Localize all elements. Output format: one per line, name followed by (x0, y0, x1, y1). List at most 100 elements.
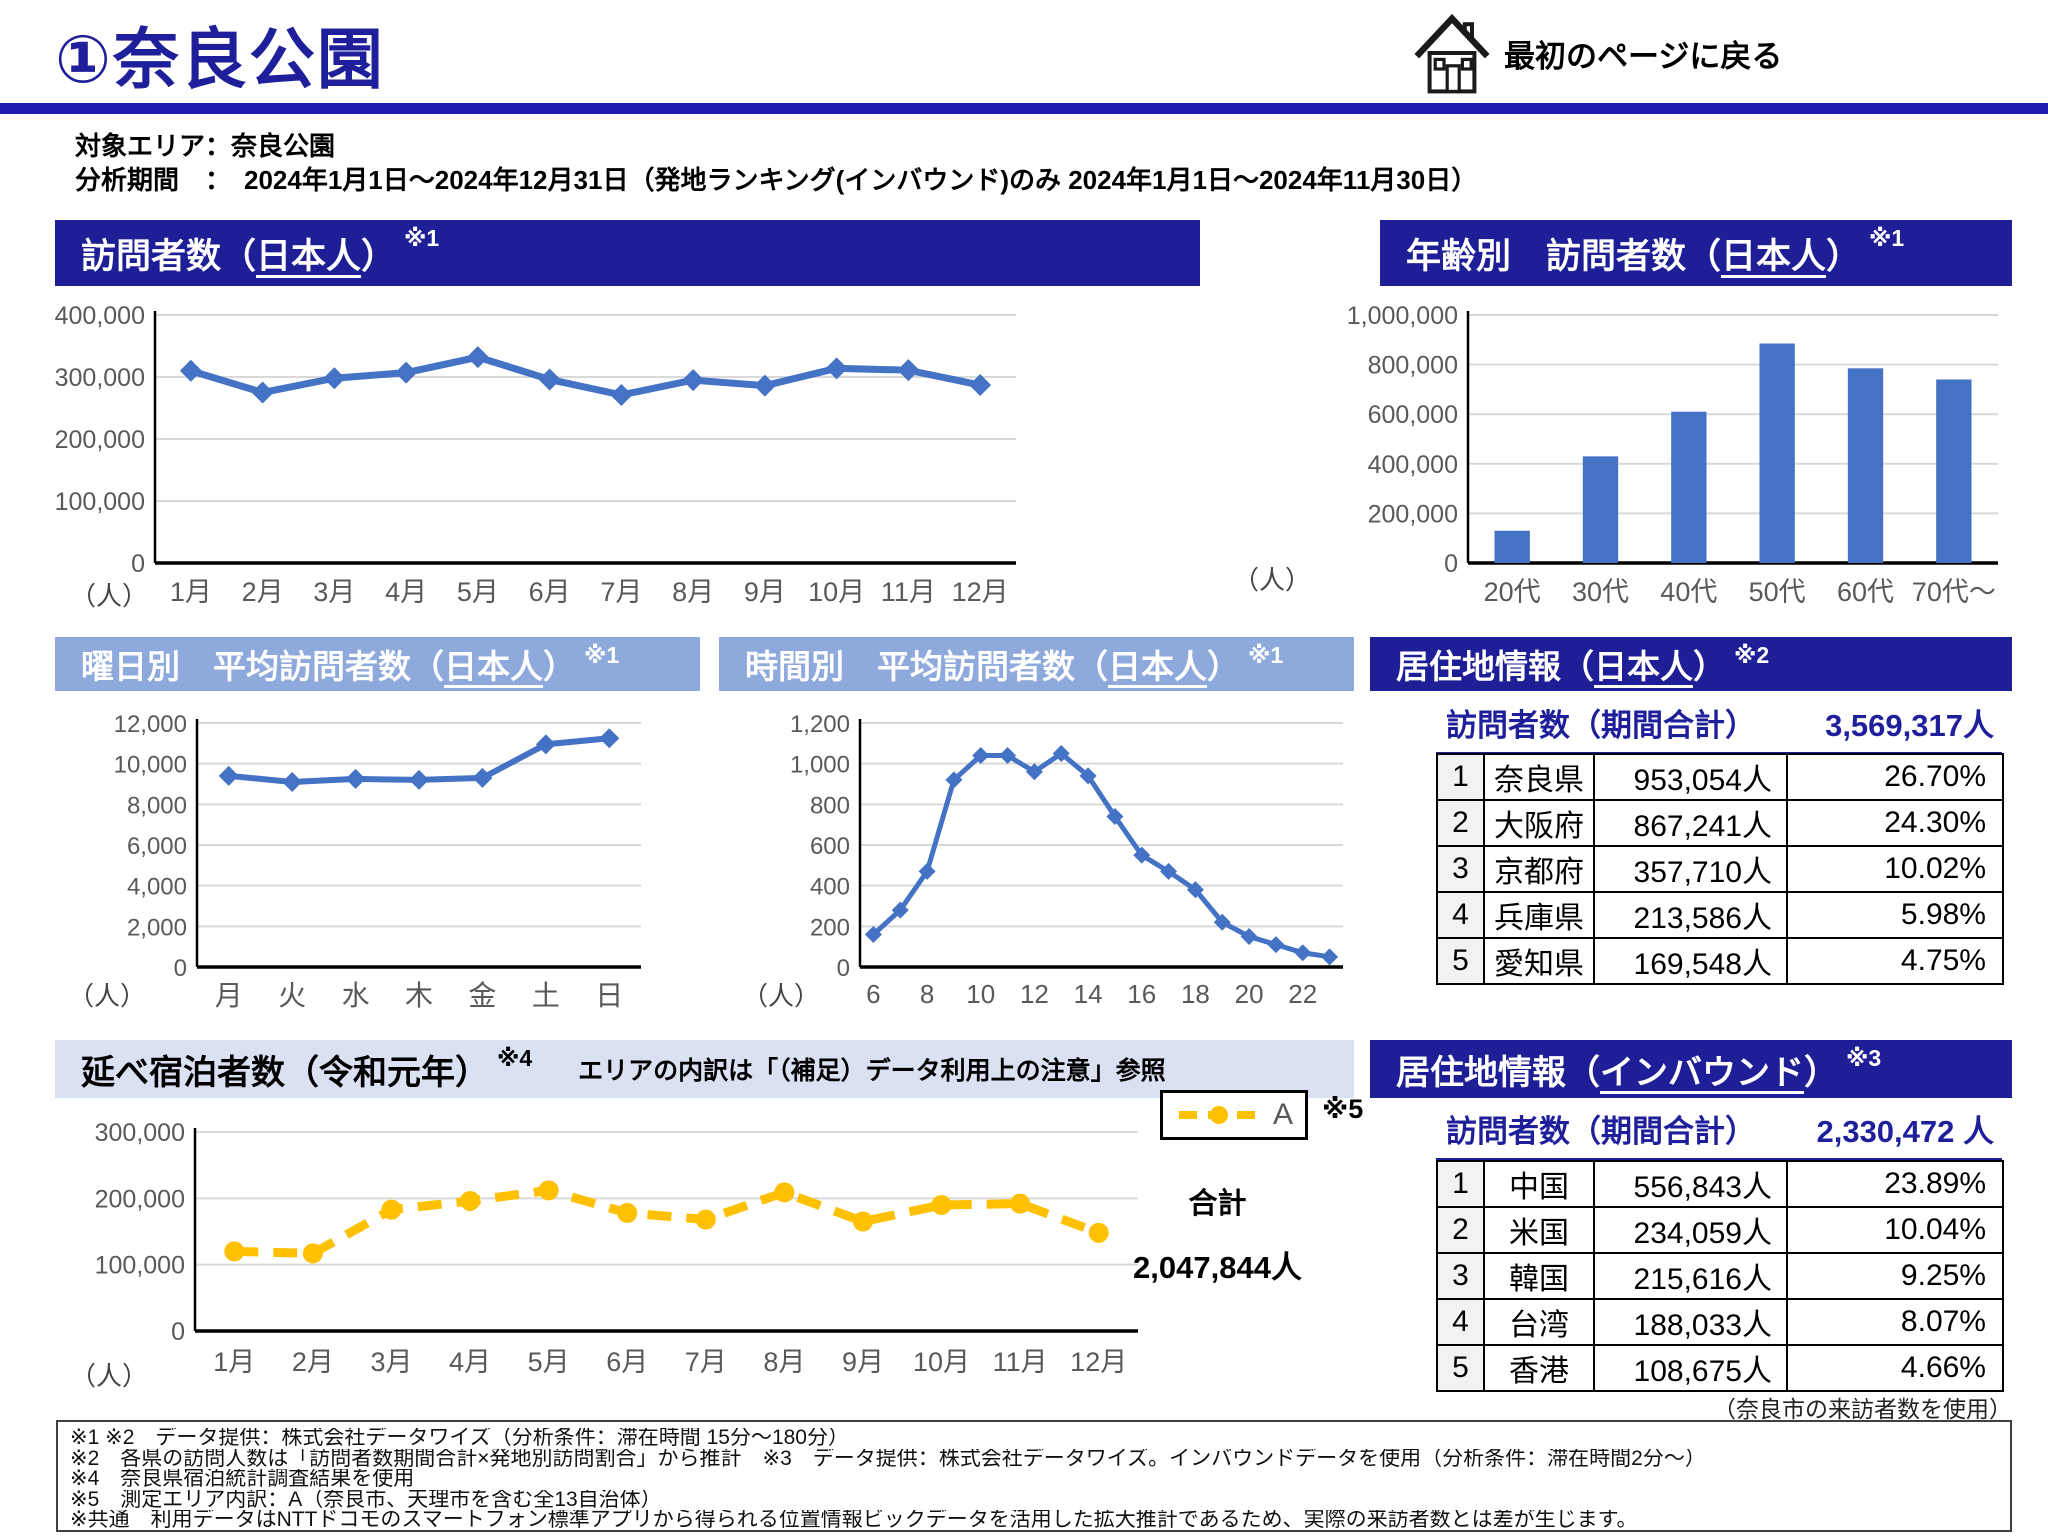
count-cell: 234,059人 (1593, 1206, 1788, 1254)
region-cell: 台湾 (1483, 1298, 1595, 1346)
header-note: ※1 (1869, 225, 1905, 251)
svg-text:12月: 12月 (952, 577, 1009, 607)
svg-text:1,000: 1,000 (790, 752, 850, 779)
age-visitors-chart: 0 200,000 400,000 600,000 800,000 1,000,000 20… (1320, 290, 2010, 620)
share-cell: 23.89% (1786, 1160, 2004, 1208)
analysis-period-line: 分析期間 ： 2024年1月1日～2024年12月31日（発地ランキング(インバ… (75, 165, 1478, 195)
header-text: 延べ宿泊者数（令和元年） (81, 1053, 489, 1092)
table-row: 3 韓国 215,616人 9.25% (1436, 1252, 2004, 1300)
rank-cell: 3 (1436, 1252, 1485, 1300)
header-link-text: 日本人 (1721, 236, 1827, 276)
svg-text:100,000: 100,000 (55, 488, 145, 516)
panel-header-residence-inbound: 居住地情報（ インバウンド） ※3 (1370, 1040, 2012, 1098)
share-cell: 8.07% (1786, 1298, 2004, 1346)
svg-text:7月: 7月 (600, 577, 642, 607)
header-note: ※1 (1248, 642, 1284, 668)
header-link-text: 日本人 (1108, 648, 1207, 685)
svg-text:6,000: 6,000 (127, 833, 187, 860)
header-text: 年齢別 訪問者数（ (1406, 236, 1722, 276)
table-row: 3 京都府 357,710人 10.02% (1436, 845, 2004, 893)
legend-note: ※5 (1322, 1094, 1364, 1124)
svg-text:12: 12 (1020, 979, 1049, 1009)
svg-text:10月: 10月 (808, 577, 865, 607)
svg-text:土: 土 (532, 980, 560, 1011)
share-cell: 10.04% (1786, 1206, 2004, 1254)
svg-text:800,000: 800,000 (1368, 352, 1458, 380)
header-text: 曜日別 平均訪問者数（ (81, 648, 444, 685)
rank-cell: 5 (1436, 937, 1485, 985)
table-row: 2 米国 234,059人 10.04% (1436, 1206, 2004, 1254)
svg-text:400,000: 400,000 (55, 302, 145, 330)
region-cell: 大阪府 (1483, 799, 1595, 847)
header-note: ※4 (497, 1045, 533, 1071)
total-label: 訪問者数（期間合計） (1446, 1114, 1756, 1149)
svg-text:4,000: 4,000 (127, 874, 187, 901)
svg-text:6: 6 (866, 979, 880, 1009)
total-label: 訪問者数（期間合計） (1446, 708, 1756, 743)
svg-text:0: 0 (837, 955, 850, 982)
svg-text:金: 金 (468, 980, 496, 1011)
svg-text:12,000: 12,000 (114, 711, 187, 738)
legend-line-icon (1178, 1106, 1259, 1124)
svg-text:0: 0 (171, 1318, 185, 1346)
svg-text:8,000: 8,000 (127, 792, 187, 819)
panel-header-hourly-avg: 時間別 平均訪問者数（ 日本人） ※1 (719, 637, 1354, 691)
svg-text:10,000: 10,000 (114, 752, 187, 779)
header-text: 訪問者数（ (81, 236, 257, 276)
back-label: 最初のページに戻る (1504, 38, 1783, 74)
svg-text:2月: 2月 (242, 577, 284, 607)
header-subtitle: エリアの内訳は「（補足）データ利用上の注意」参照 (578, 1057, 1166, 1085)
rank-cell: 1 (1436, 1160, 1485, 1208)
panel-header-weekday-avg: 曜日別 平均訪問者数（ 日本人） ※1 (55, 637, 700, 691)
svg-text:3月: 3月 (313, 577, 355, 607)
svg-text:14: 14 (1074, 979, 1103, 1009)
share-cell: 24.30% (1786, 799, 2004, 847)
region-cell: 香港 (1483, 1344, 1595, 1392)
residence-jp-total: 訪問者数（期間合計） 3,569,317人 (1436, 700, 2002, 755)
y-unit-label: （人） (70, 581, 149, 611)
svg-text:300,000: 300,000 (55, 364, 145, 392)
svg-text:5月: 5月 (528, 1347, 570, 1377)
home-link[interactable]: 最初のページに戻る (1412, 10, 1782, 96)
svg-text:22: 22 (1288, 979, 1317, 1009)
share-cell: 4.66% (1786, 1344, 2004, 1392)
panel-header-residence-jp: 居住地情報（ 日本人） ※2 (1370, 637, 2012, 691)
y-unit-label: （人） (68, 981, 147, 1011)
svg-text:水: 水 (342, 980, 370, 1011)
svg-text:0: 0 (131, 550, 145, 578)
svg-text:1月: 1月 (213, 1347, 255, 1377)
lodging-legend: A (1160, 1090, 1308, 1140)
rank-cell: 1 (1436, 753, 1485, 801)
share-cell: 5.98% (1786, 891, 2004, 939)
header-note: ※1 (404, 225, 440, 251)
share-cell: 10.02% (1786, 845, 2004, 893)
footnote-line: ※5 測定エリア内訳：A（奈良市、天理市を含む全13自治体） (70, 1489, 662, 1510)
svg-text:50代: 50代 (1749, 577, 1806, 607)
region-cell: 京都府 (1483, 845, 1595, 893)
weekday-average-chart: 0 2,000 4,000 6,000 8,000 10,000 12,000 月 火 水 木 金 土 日 (55, 700, 667, 1012)
svg-text:300,000: 300,000 (95, 1119, 185, 1147)
count-cell: 108,675人 (1593, 1344, 1788, 1392)
count-cell: 169,548人 (1593, 937, 1788, 985)
svg-text:11月: 11月 (993, 1347, 1048, 1377)
svg-text:7月: 7月 (685, 1347, 727, 1377)
svg-text:月: 月 (215, 980, 243, 1011)
svg-text:3月: 3月 (370, 1347, 412, 1377)
panel-header-age-visitors: 年齢別 訪問者数（ 日本人） ※1 (1380, 220, 2012, 286)
svg-text:4月: 4月 (385, 577, 427, 607)
rank-cell: 2 (1436, 1206, 1485, 1254)
legend-label: A (1272, 1098, 1293, 1131)
panel-header-monthly-visitors: 訪問者数（ 日本人） ※1 (55, 220, 1200, 286)
region-cell: 米国 (1483, 1206, 1595, 1254)
region-cell: 兵庫県 (1483, 891, 1595, 939)
share-cell: 4.75% (1786, 937, 2004, 985)
region-cell: 韓国 (1483, 1252, 1595, 1300)
svg-text:200,000: 200,000 (55, 426, 145, 454)
count-cell: 556,843人 (1593, 1160, 1788, 1208)
svg-text:4月: 4月 (449, 1347, 491, 1377)
footnote-line: ※共通 利用データはNTTドコモのスマートフォン標準アプリから得られる位置情報ビ… (70, 1510, 1638, 1531)
svg-text:600: 600 (810, 833, 850, 860)
header-text: ） (361, 236, 397, 276)
header-text: ） (543, 648, 576, 685)
header-link-text: 日本人 (256, 236, 362, 276)
